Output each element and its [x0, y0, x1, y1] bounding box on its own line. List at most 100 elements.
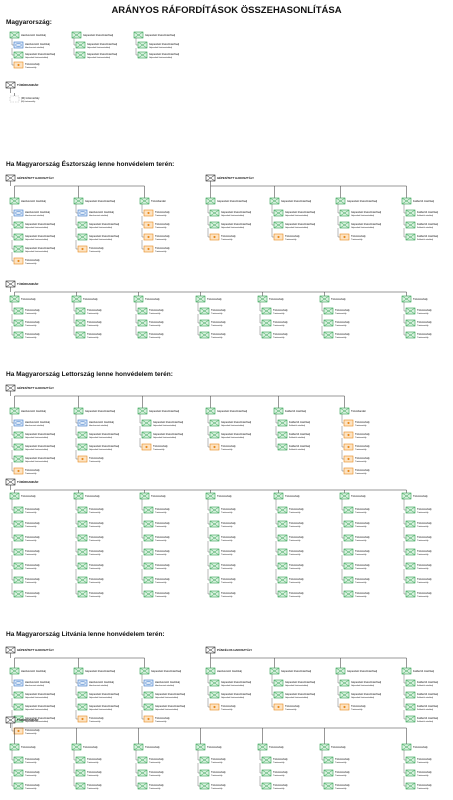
unit-symbol-mech-icon [343, 576, 354, 584]
group-hq-icon [5, 646, 16, 654]
unit-sublabel: Tüzérosztály [155, 581, 166, 584]
unit-sublabel: Gépesített lövészzászlóalj [153, 436, 177, 439]
unit-label: Felderítő zászlóalj [417, 704, 438, 708]
unit-label: Tüzérosztály [149, 770, 164, 774]
unit-label: Gépesített lövészzászlóalj [221, 432, 251, 436]
unit-sublabel: Harckocsizó zászlóalj [89, 215, 109, 217]
unit-label: Tüzérosztály [89, 246, 104, 250]
unit-label: Felderítő zászlóalj [417, 234, 438, 238]
unit-sublabel: Tüzérosztály [87, 787, 98, 790]
unit-sublabel: Tüzérosztály [289, 595, 300, 598]
unit-symbol-arty-icon [209, 233, 220, 241]
unit-label: Tüzérosztály [221, 549, 236, 553]
column-head-icon [205, 197, 216, 205]
unit-symbol-mech-icon [405, 221, 416, 229]
unit-symbol-mech-icon [343, 548, 354, 556]
unit-sublabel: Gépesített lövészzászlóalj [89, 226, 113, 229]
column-title: Tüzérosztály [269, 745, 284, 749]
unit-symbol-mech-icon [143, 576, 154, 584]
unit-label: Tüzérosztály [355, 507, 370, 511]
column-title: Tüzérosztály [413, 745, 428, 749]
unit-label: Tüzérosztály [289, 535, 304, 539]
column-title: Tüzérosztály [21, 297, 36, 301]
unit-symbol-mech-icon [339, 221, 350, 229]
unit-label: Tüzérosztály [89, 716, 104, 720]
unit-label: Felderítő zászlóalj [417, 680, 438, 684]
unit-symbol-mech-icon [261, 756, 272, 764]
unit-symbol-mech-icon [77, 703, 88, 711]
unit-sublabel: Tüzérosztály [25, 472, 36, 475]
unit-label: Gépesített lövészzászlóalj [285, 222, 315, 226]
group-hq-icon [5, 478, 16, 486]
unit-label: Tüzérosztály [211, 757, 226, 761]
unit-sublabel: Tüzérosztály [417, 553, 428, 556]
unit-symbol-mech-icon [405, 233, 416, 241]
unit-symbol-tank-icon [13, 209, 24, 217]
group-label: PÁNCÉLOS HADOSZTÁLY [217, 647, 252, 652]
unit-label: Gépesített lövészzászlóalj [351, 680, 381, 684]
unit-symbol-arty-icon [77, 245, 88, 253]
unit-symbol-mech-icon [405, 590, 416, 598]
unit-sublabel: Gépesített lövészzászlóalj [221, 214, 245, 217]
unit-symbol-mech-icon [77, 534, 88, 542]
section-heading: Ha Magyarország Lettország lenne honvéde… [6, 371, 173, 378]
unit-label: Tüzérosztály [87, 308, 102, 312]
unit-symbol-mech-icon [277, 443, 288, 451]
unit-symbol-mech-icon [277, 419, 288, 427]
unit-symbol-mech-icon [13, 715, 24, 723]
unit-symbol-mech-icon [77, 590, 88, 598]
unit-symbol-mech-icon [77, 520, 88, 528]
unit-sublabel: Tüzérosztály [87, 774, 98, 777]
unit-sublabel: Gépesített lövészzászlóalj [285, 214, 309, 217]
column-title: Felderítő zászlóalj [413, 199, 434, 203]
column-title: Gépesített lövészzászlóalj [281, 669, 311, 673]
unit-symbol-mech-icon [343, 506, 354, 514]
unit-symbol-arty-icon [343, 431, 354, 439]
column-title: Tüzérosztály [145, 745, 160, 749]
unit-sublabel: Tüzérosztály [221, 448, 232, 451]
unit-label: Tüzérosztály [417, 577, 432, 581]
unit-sublabel: Tüzérosztály [25, 525, 36, 528]
unit-symbol-mech-icon [75, 769, 86, 777]
unit-label: Felderítő zászlóalj [417, 692, 438, 696]
unit-label: Tüzérosztály [417, 507, 432, 511]
unit-symbol-mech-icon [339, 209, 350, 217]
unit-label: Gépesített lövészzászlóalj [221, 680, 251, 684]
unit-sublabel: Tüzérosztály [149, 312, 160, 315]
column-title: Tüzérosztály [413, 494, 428, 498]
unit-label: Gépesített lövészzászlóalj [25, 456, 55, 460]
unit-symbol-mech-icon [199, 307, 210, 315]
unit-symbol-mech-icon [199, 769, 210, 777]
column-head-icon [139, 667, 150, 675]
unit-sublabel: Tüzérosztály [155, 238, 166, 241]
unit-sublabel: Gépesített lövészzászlóalj [25, 696, 49, 699]
column-head-icon [257, 743, 268, 751]
unit-label: Tüzérosztály [25, 468, 40, 472]
unit-sublabel: Tüzérosztály [417, 581, 428, 584]
unit-symbol-mech-icon [323, 307, 334, 315]
unit-symbol-tank-icon [13, 419, 24, 427]
column-title: Gépesített lövészzászlóalj [85, 409, 115, 413]
unit-symbol-mech-icon [143, 534, 154, 542]
unit-sublabel: Tüzérosztály [335, 324, 346, 327]
column-head-icon [205, 407, 216, 415]
unit-label: Tüzérosztály [221, 234, 236, 238]
unit-label: Tüzérosztály [355, 468, 370, 472]
unit-symbol-mech-icon [13, 576, 24, 584]
unit-symbol-mech-icon [209, 590, 220, 598]
column-head-icon [273, 492, 284, 500]
group-label: GÉPESÍTETT HADOSZTÁLY [17, 175, 54, 180]
unit-sublabel: Tüzérosztály [149, 324, 160, 327]
column-title: Gépesített lövészzászlóalj [151, 669, 181, 673]
unit-label: Tüzérosztály [211, 770, 226, 774]
unit-sublabel: Tüzérosztály [87, 336, 98, 339]
unit-sublabel: Gépesített lövészzászlóalj [25, 708, 49, 711]
unit-label: Tüzérosztály [87, 757, 102, 761]
unit-label: Tüzérosztály [417, 521, 432, 525]
unit-symbol-mech-icon [277, 506, 288, 514]
unit-symbol-mech-icon [77, 562, 88, 570]
unit-symbol-mech-icon [141, 431, 152, 439]
unit-sublabel: Gépesített lövészzászlóalj [89, 708, 113, 711]
unit-symbol-arty-icon [209, 443, 220, 451]
unit-label: (M) tüzérosztály [21, 96, 40, 100]
